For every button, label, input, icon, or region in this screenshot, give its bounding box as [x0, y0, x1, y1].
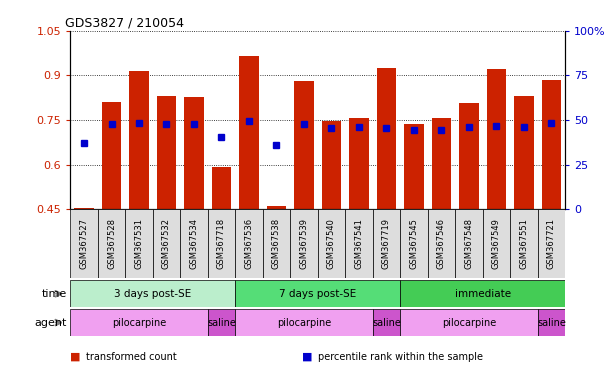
Text: GSM367545: GSM367545 [409, 218, 419, 269]
Bar [428, 209, 455, 278]
Bar [70, 209, 98, 278]
Text: saline: saline [537, 318, 566, 328]
Text: GSM367536: GSM367536 [244, 218, 254, 270]
Text: GSM367538: GSM367538 [272, 218, 281, 270]
Text: ■: ■ [302, 352, 313, 362]
Text: time: time [42, 289, 67, 299]
Bar [290, 209, 318, 278]
Text: agent: agent [35, 318, 67, 328]
Bar [345, 209, 373, 278]
Text: GSM367539: GSM367539 [299, 218, 309, 269]
Text: pilocarpine: pilocarpine [277, 318, 331, 328]
Bar [514, 96, 533, 209]
Bar [235, 280, 400, 307]
Text: GSM367549: GSM367549 [492, 218, 501, 269]
Text: GSM367527: GSM367527 [79, 218, 89, 269]
Bar [377, 68, 396, 209]
Text: GSM367534: GSM367534 [189, 218, 199, 269]
Bar [212, 167, 231, 209]
Bar [235, 309, 373, 336]
Text: GSM367548: GSM367548 [464, 218, 474, 269]
Text: saline: saline [207, 318, 236, 328]
Bar [538, 209, 565, 278]
Text: GSM367719: GSM367719 [382, 218, 391, 269]
Bar [373, 209, 400, 278]
Bar [157, 96, 176, 209]
Bar [153, 209, 180, 278]
Bar [542, 80, 561, 209]
Text: pilocarpine: pilocarpine [442, 318, 496, 328]
Bar [373, 309, 400, 336]
Text: ■: ■ [70, 352, 81, 362]
Text: GSM367540: GSM367540 [327, 218, 336, 269]
Bar [130, 71, 148, 209]
Text: 3 days post-SE: 3 days post-SE [114, 289, 191, 299]
Text: transformed count: transformed count [86, 352, 177, 362]
Text: 7 days post-SE: 7 days post-SE [279, 289, 356, 299]
Text: GSM367546: GSM367546 [437, 218, 446, 269]
Bar [483, 209, 510, 278]
Bar [349, 118, 368, 209]
Bar [125, 209, 153, 278]
Bar [318, 209, 345, 278]
Text: GSM367532: GSM367532 [162, 218, 171, 269]
Text: GSM367528: GSM367528 [107, 218, 116, 269]
Bar [459, 103, 478, 209]
Bar [295, 81, 313, 209]
Text: saline: saline [372, 318, 401, 328]
Bar [208, 309, 235, 336]
Bar [400, 309, 538, 336]
Bar [455, 209, 483, 278]
Bar [70, 280, 235, 307]
Text: GSM367531: GSM367531 [134, 218, 144, 269]
Bar [98, 209, 125, 278]
Text: immediate: immediate [455, 289, 511, 299]
Text: GSM367551: GSM367551 [519, 218, 529, 269]
Bar [538, 309, 565, 336]
Bar [75, 208, 93, 209]
Bar [180, 209, 208, 278]
Bar [185, 97, 203, 209]
Bar [487, 69, 506, 209]
Bar [400, 280, 565, 307]
Text: pilocarpine: pilocarpine [112, 318, 166, 328]
Bar [240, 56, 258, 209]
Bar [102, 101, 121, 209]
Text: GDS3827 / 210054: GDS3827 / 210054 [65, 17, 185, 30]
Text: GSM367718: GSM367718 [217, 218, 226, 270]
Bar [263, 209, 290, 278]
Bar [400, 209, 428, 278]
Text: percentile rank within the sample: percentile rank within the sample [318, 352, 483, 362]
Bar [510, 209, 538, 278]
Bar [404, 124, 423, 209]
Bar [235, 209, 263, 278]
Bar [70, 309, 208, 336]
Text: GSM367721: GSM367721 [547, 218, 556, 269]
Bar [432, 118, 451, 209]
Bar [322, 121, 341, 209]
Bar [267, 206, 286, 209]
Text: GSM367541: GSM367541 [354, 218, 364, 269]
Bar [208, 209, 235, 278]
